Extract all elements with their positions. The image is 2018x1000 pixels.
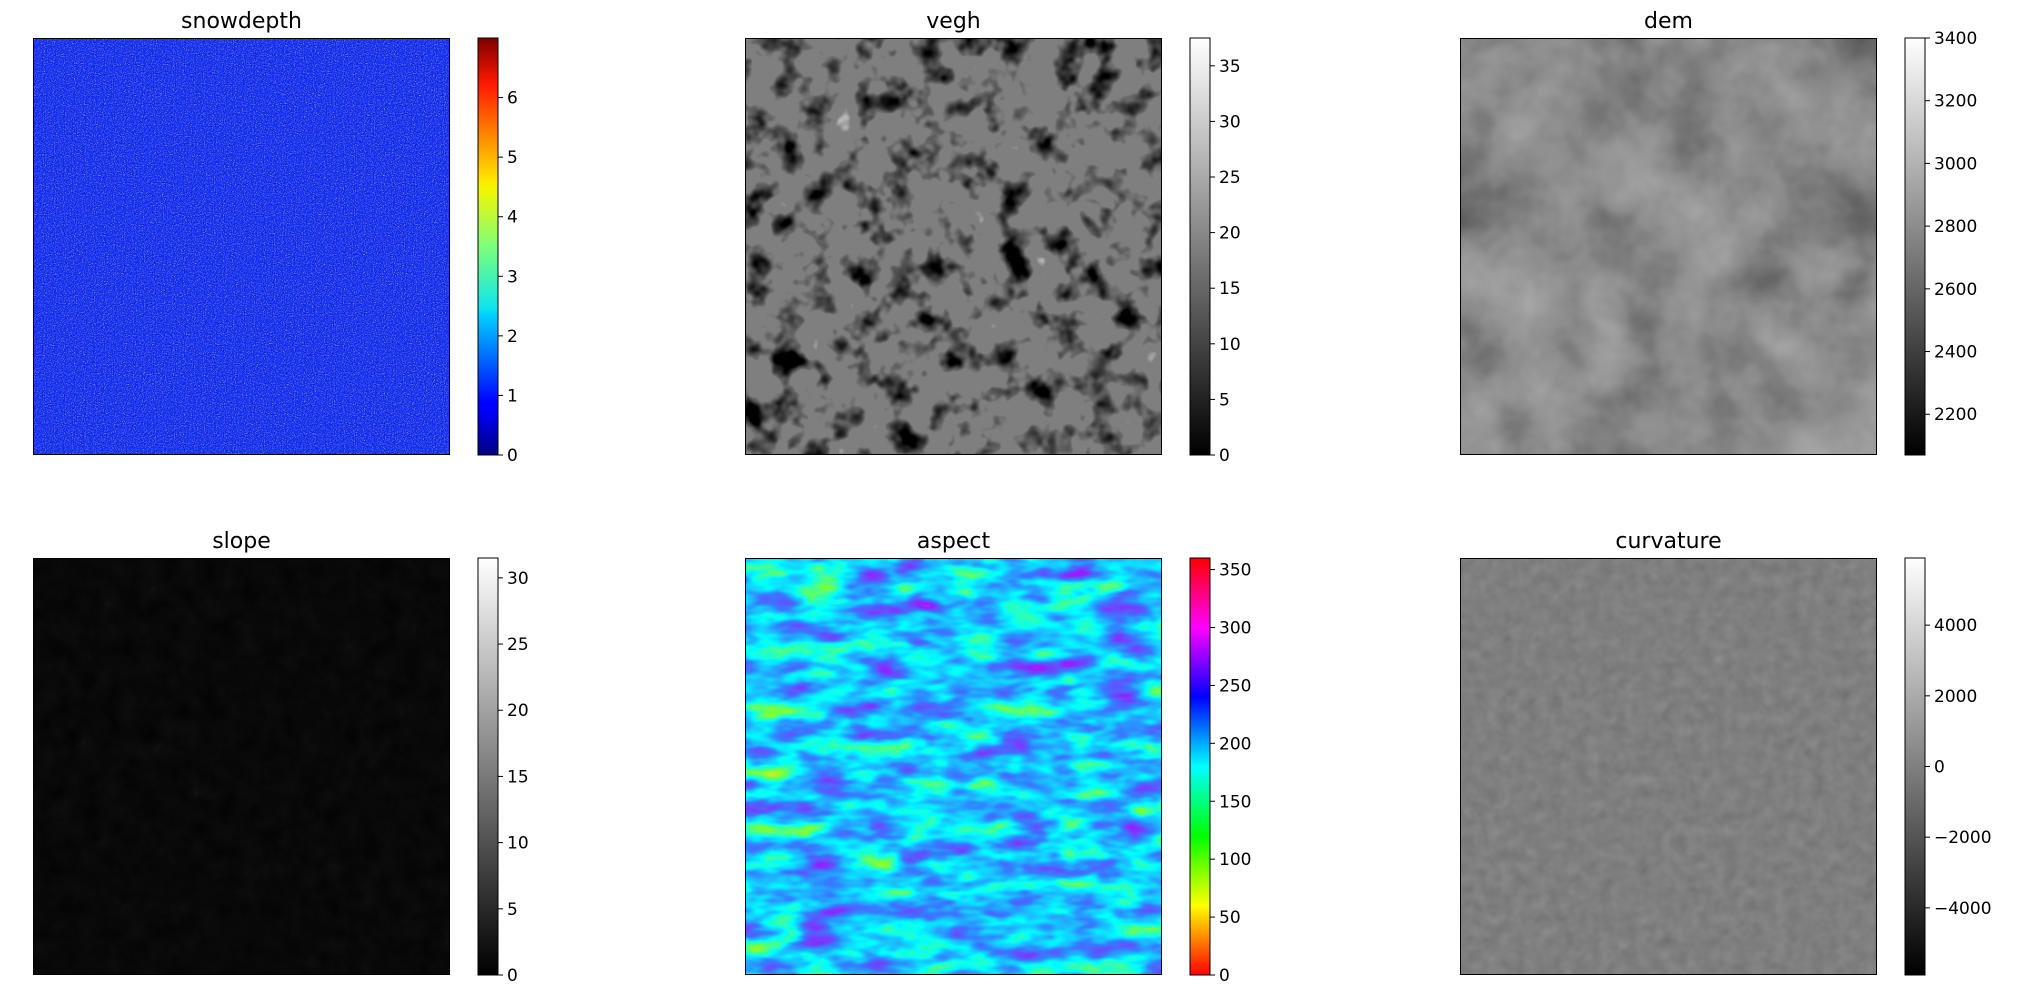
- colorbar-tick-label: 0: [507, 966, 518, 986]
- colorbar-tick-label: 20: [507, 701, 529, 721]
- colorbar-tick-label: −2000: [1934, 828, 1992, 848]
- colorbar-tick-label: 10: [507, 834, 529, 854]
- colorbar-tick-label: 15: [1219, 279, 1241, 299]
- panel-title: dem: [1644, 9, 1693, 34]
- heatmap-image: [745, 38, 1162, 455]
- colorbar-tick-label: 30: [507, 569, 529, 589]
- colorbar-tick-label: 25: [507, 635, 529, 655]
- colorbar: [477, 557, 499, 976]
- panel-title: snowdepth: [181, 9, 302, 34]
- panel-title: curvature: [1615, 529, 1721, 554]
- colorbar-tick-label: 2000: [1934, 687, 1977, 707]
- colorbar-tick-label: 100: [1219, 850, 1251, 870]
- heatmap-image: [745, 558, 1162, 975]
- colorbar-tick-label: 2200: [1934, 405, 1977, 425]
- panel-title: aspect: [917, 529, 991, 554]
- colorbar-tick-label: 3400: [1934, 29, 1977, 49]
- axes-frame: [1460, 558, 1877, 975]
- heatmap-image: [33, 38, 450, 455]
- panel-title: slope: [212, 529, 271, 554]
- axes-frame: [33, 558, 450, 975]
- colorbar-tick-label: 5: [507, 900, 518, 920]
- colorbar-tick-label: 15: [507, 767, 529, 787]
- colorbar-tick-label: 3: [507, 267, 518, 287]
- colorbar-tick-label: 150: [1219, 792, 1251, 812]
- colorbar-tick-label: 4000: [1934, 616, 1977, 636]
- axes-frame: [1460, 38, 1877, 455]
- axes-frame: [745, 38, 1162, 455]
- heatmap-image: [1460, 558, 1877, 975]
- colorbar-tick-label: 2400: [1934, 343, 1977, 363]
- colorbar-tick-label: 3200: [1934, 92, 1977, 112]
- colorbar-tick-label: 0: [1219, 966, 1230, 986]
- colorbar: [1904, 37, 1926, 456]
- colorbar-tick-label: 0: [1219, 446, 1230, 466]
- colorbar-tick-label: 2800: [1934, 217, 1977, 237]
- colorbar-tick-label: 3000: [1934, 154, 1977, 174]
- colorbar-tick-label: 350: [1219, 561, 1251, 581]
- colorbar-tick-label: 35: [1219, 57, 1241, 77]
- colorbar-tick-label: 20: [1219, 224, 1241, 244]
- colorbar-tick-label: 0: [1934, 758, 1945, 778]
- colorbar-tick-label: 300: [1219, 619, 1251, 639]
- colorbar-tick-label: 2: [507, 327, 518, 347]
- colorbar-tick-label: 250: [1219, 676, 1251, 696]
- colorbar: [477, 37, 499, 456]
- colorbar: [1904, 557, 1926, 976]
- colorbar: [1189, 557, 1211, 976]
- colorbar-tick-label: 50: [1219, 908, 1241, 928]
- colorbar-tick-label: 30: [1219, 112, 1241, 132]
- panel-title: vegh: [926, 9, 980, 34]
- heatmap-image: [1460, 38, 1877, 455]
- colorbar-tick-label: 0: [507, 446, 518, 466]
- colorbar-tick-label: 5: [1219, 390, 1230, 410]
- heatmap-image: [33, 558, 450, 975]
- colorbar-tick-label: 1: [507, 386, 518, 406]
- colorbar-tick-label: −4000: [1934, 899, 1992, 919]
- axes-frame: [745, 558, 1162, 975]
- colorbar-tick-label: 10: [1219, 335, 1241, 355]
- colorbar-tick-label: 200: [1219, 734, 1251, 754]
- colorbar-tick-label: 2600: [1934, 280, 1977, 300]
- colorbar-tick-label: 25: [1219, 168, 1241, 188]
- colorbar-tick-label: 4: [507, 208, 518, 228]
- colorbar-tick-label: 5: [507, 148, 518, 168]
- colorbar: [1189, 37, 1211, 456]
- colorbar-tick-label: 6: [507, 89, 518, 109]
- axes-frame: [33, 38, 450, 455]
